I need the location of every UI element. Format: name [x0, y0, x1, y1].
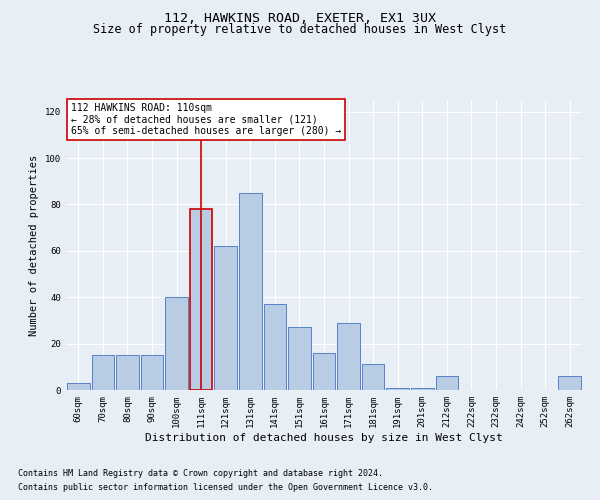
- Bar: [386, 388, 409, 390]
- Bar: [67, 383, 89, 390]
- Bar: [140, 355, 163, 390]
- Bar: [313, 353, 335, 390]
- X-axis label: Distribution of detached houses by size in West Clyst: Distribution of detached houses by size …: [145, 432, 503, 442]
- Text: Size of property relative to detached houses in West Clyst: Size of property relative to detached ho…: [94, 22, 506, 36]
- Bar: [92, 355, 114, 390]
- Bar: [436, 376, 458, 390]
- Bar: [263, 304, 286, 390]
- Text: 112 HAWKINS ROAD: 110sqm
← 28% of detached houses are smaller (121)
65% of semi-: 112 HAWKINS ROAD: 110sqm ← 28% of detach…: [71, 103, 341, 136]
- Text: 112, HAWKINS ROAD, EXETER, EX1 3UX: 112, HAWKINS ROAD, EXETER, EX1 3UX: [164, 12, 436, 26]
- Bar: [559, 376, 581, 390]
- Y-axis label: Number of detached properties: Number of detached properties: [29, 154, 40, 336]
- Bar: [411, 388, 434, 390]
- Bar: [190, 209, 212, 390]
- Bar: [116, 355, 139, 390]
- Text: Contains public sector information licensed under the Open Government Licence v3: Contains public sector information licen…: [18, 484, 433, 492]
- Text: Contains HM Land Registry data © Crown copyright and database right 2024.: Contains HM Land Registry data © Crown c…: [18, 468, 383, 477]
- Bar: [362, 364, 385, 390]
- Bar: [288, 328, 311, 390]
- Bar: [165, 297, 188, 390]
- Bar: [214, 246, 237, 390]
- Bar: [337, 322, 360, 390]
- Bar: [239, 193, 262, 390]
